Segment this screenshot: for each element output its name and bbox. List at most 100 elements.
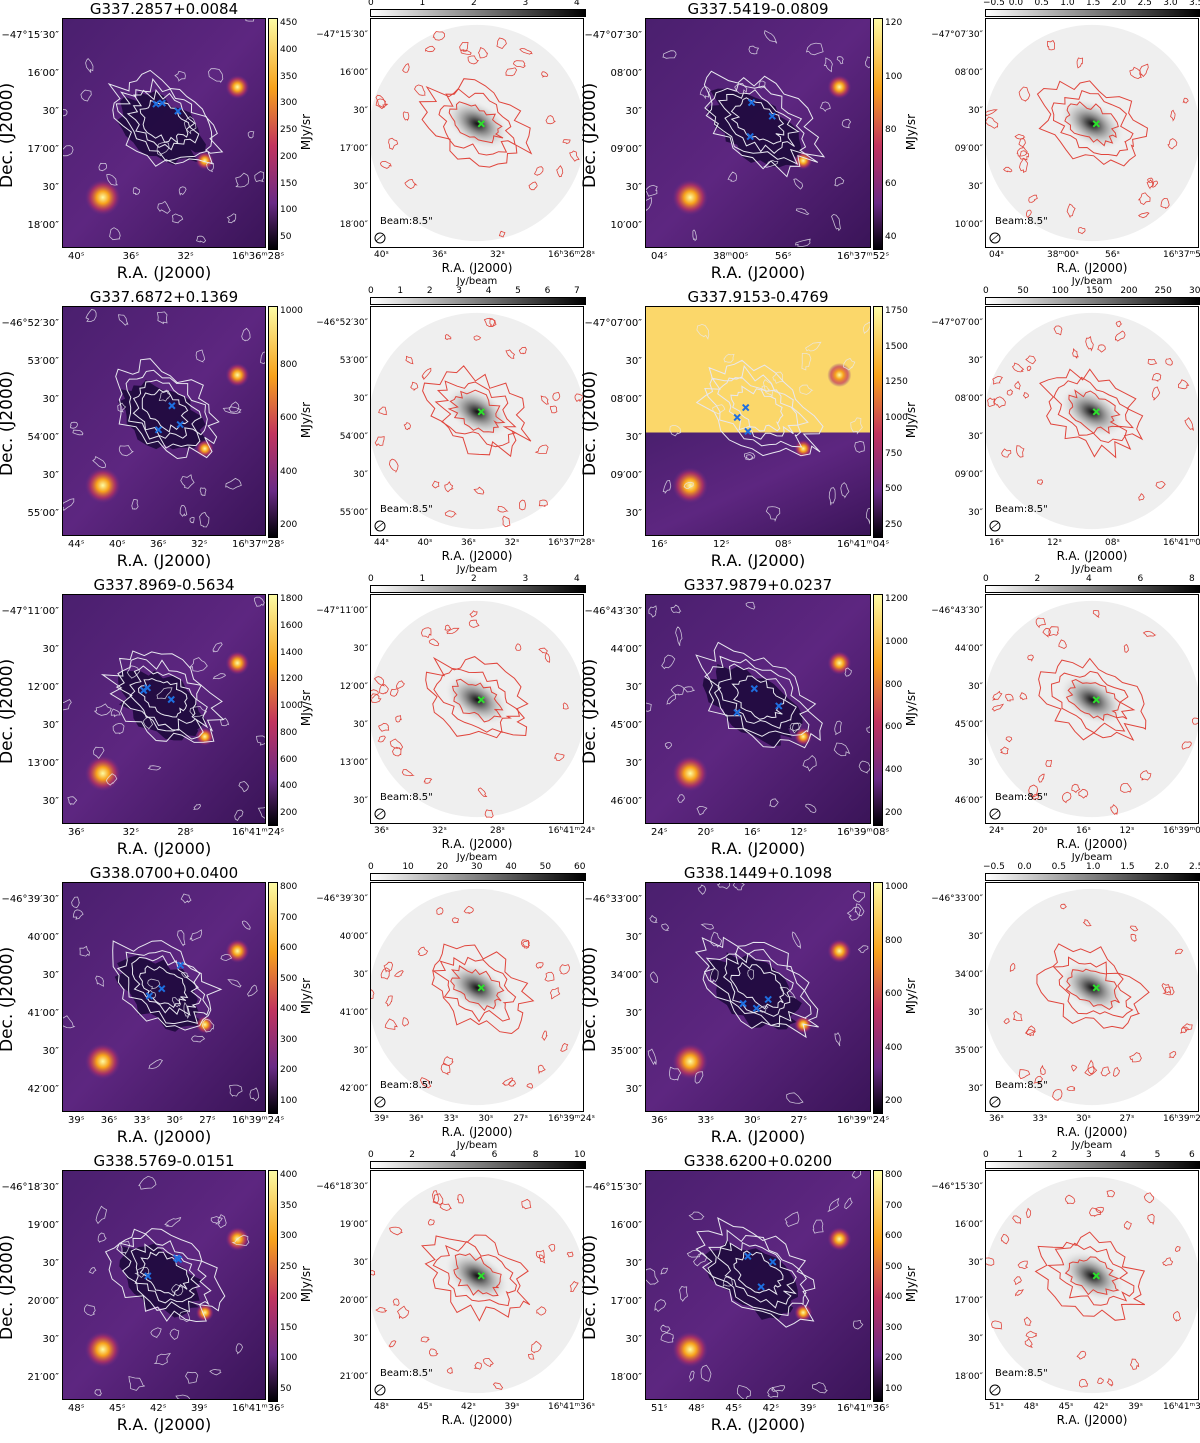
colorbar-tick: 1750 [885, 306, 908, 316]
noise-contour [762, 379, 775, 397]
blue-source-marker [145, 992, 154, 1000]
panel-frame [370, 306, 584, 536]
beam-ellipse [374, 520, 386, 532]
ra-tick: 40ˢ [374, 250, 389, 260]
noise-contour [183, 116, 197, 135]
noise-contour [661, 923, 670, 931]
dec-tick: 30″ [968, 682, 983, 692]
noise-contour [533, 166, 544, 176]
noise-contour [694, 1071, 704, 1084]
white-contour [130, 1243, 201, 1304]
red-contour [1034, 1231, 1146, 1321]
ra-tick: 51ˢ [989, 1402, 1004, 1412]
noise-contour [432, 1190, 440, 1204]
noise-contour [444, 624, 451, 631]
dark-filament [708, 952, 802, 1030]
dec-tick: 46′00″ [610, 796, 642, 807]
panel-frame [985, 18, 1199, 248]
ra-axis-label: R.A. (J2000) [710, 551, 806, 570]
flux-colorbar-tick: 50 [539, 862, 552, 872]
noise-contour [854, 440, 865, 453]
colorbar-tick: 600 [885, 722, 903, 733]
colorbar-tick: 400 [885, 1042, 903, 1053]
dec-tick: 45′00″ [610, 720, 642, 731]
dec-tick: 30″ [42, 796, 59, 807]
beam-ellipse [989, 1384, 1001, 1396]
ra-tick: 16ʰ39ᵐ08ˢ [1163, 826, 1200, 836]
ir-point-source [794, 1303, 813, 1322]
noise-contour [128, 1375, 145, 1391]
ra-tick: 45ˢ [1058, 1402, 1074, 1412]
noise-contour [1025, 209, 1032, 219]
dec-tick: −46°52′30″ [1, 318, 59, 329]
noise-contour [1129, 1358, 1140, 1370]
noise-contour [189, 929, 203, 942]
flux-map-image [983, 882, 1200, 1112]
noise-contour [419, 1077, 432, 1089]
dec-tick: 30″ [42, 106, 59, 117]
beam-ellipse [989, 808, 1001, 820]
flux-colorbar-tick: 1 [419, 0, 426, 8]
colorbar-tick: 200 [885, 808, 903, 818]
ra-tick: 39ˢ [504, 1402, 520, 1412]
noise-contour [805, 42, 824, 56]
white-contour [116, 950, 210, 1025]
ra-tick: 48ˢ [688, 1403, 705, 1414]
noise-contour [425, 45, 436, 53]
ra-tick: 12ˢ [1047, 538, 1062, 548]
noise-contour [758, 80, 767, 89]
noise-contour [396, 1305, 410, 1320]
noise-contour [85, 58, 94, 73]
dec-tick: 10′00″ [954, 220, 983, 230]
noise-contour [844, 1197, 853, 1210]
noise-contour [991, 690, 1003, 701]
ra-axis-label: R.A. (J2000) [116, 1127, 212, 1146]
noise-contour [229, 1084, 243, 1097]
ir-map-image [62, 1170, 266, 1403]
noise-contour [697, 884, 707, 895]
noise-contour [519, 499, 526, 511]
ra-tick: 40ˢ [109, 539, 126, 550]
colorbar-tick: 80 [885, 125, 897, 135]
beam-label: Beam:8.5" [995, 1368, 1048, 1379]
noise-contour [727, 171, 738, 182]
dec-axis-label: Dec. (J2000) [580, 658, 600, 764]
noise-contour [544, 971, 555, 982]
ra-tick: 39ˢ [191, 1403, 208, 1414]
noise-contour [536, 1306, 547, 1316]
noise-contour [210, 1216, 223, 1225]
blue-source-marker [768, 112, 776, 120]
noise-contour [85, 309, 97, 323]
colorbar-tick: 700 [280, 912, 298, 923]
ra-tick: 36ˢ [651, 1115, 668, 1126]
green-core-marker [477, 120, 485, 128]
white-contour [126, 89, 200, 151]
noise-contour [254, 171, 265, 183]
dec-axis-label: Dec. (J2000) [580, 82, 600, 188]
flux-colorbar-tick: 8 [1189, 574, 1195, 584]
flux-colorbar-tick: 100 [1051, 286, 1069, 296]
noise-contour [1006, 389, 1014, 396]
noise-contour [1095, 1206, 1104, 1214]
colorbar-tick: 600 [280, 943, 298, 954]
noise-contour [1160, 197, 1170, 210]
colorbar-tick: 400 [280, 1004, 298, 1015]
panel-frame [645, 18, 871, 248]
noise-contour [767, 1387, 779, 1398]
noise-contour [765, 506, 781, 522]
beam-ellipse [989, 1096, 1001, 1108]
beam-ellipse [374, 1384, 386, 1396]
flux-colorbar-tick: 300 [1189, 286, 1200, 296]
red-contour [433, 667, 521, 733]
flux-colorbar-tick: 2 [471, 574, 477, 584]
ir-map-image [645, 877, 871, 1112]
beam-label: Beam:8.5" [995, 1080, 1048, 1091]
ra-tick: 04ˢ [651, 251, 668, 262]
dec-tick: 30″ [353, 720, 368, 730]
noise-contour [1005, 693, 1014, 702]
dec-tick: 08′00″ [954, 394, 983, 404]
noise-contour [1137, 192, 1151, 205]
noise-contour [420, 627, 432, 639]
noise-contour [1016, 445, 1025, 458]
noise-contour [446, 1367, 453, 1374]
